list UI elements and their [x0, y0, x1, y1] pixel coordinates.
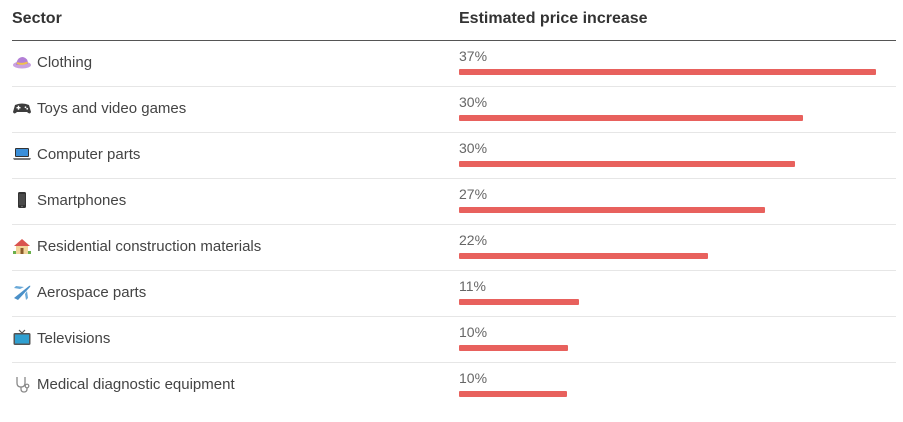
sector-cell: Residential construction materials [12, 237, 261, 255]
table-row: Residential construction materials 22% [12, 225, 896, 271]
table-row: Smartphones 27% [12, 179, 896, 225]
bar-track [459, 69, 899, 75]
bar-track [459, 345, 899, 351]
airplane-icon [12, 283, 32, 301]
table-row: Televisions 10% [12, 317, 896, 363]
sector-name: Medical diagnostic equipment [37, 375, 235, 393]
bar-track [459, 391, 899, 397]
data-label: 37% [459, 48, 488, 64]
sector-cell: Clothing [12, 53, 92, 71]
data-label: 11% [459, 278, 486, 294]
sector-cell: Smartphones [12, 191, 126, 209]
sector-cell: Toys and video games [12, 99, 186, 117]
sector-name: Televisions [37, 329, 111, 347]
data-label: 10% [459, 370, 488, 386]
data-label: 10% [459, 324, 488, 340]
sector-cell: Computer parts [12, 145, 140, 163]
sector-name: Residential construction materials [37, 237, 262, 255]
sector-name: Aerospace parts [37, 283, 147, 301]
bar [459, 345, 569, 351]
table-row: Aerospace parts 11% [12, 271, 896, 317]
sector-name: Clothing [37, 53, 93, 71]
sector-name: Computer parts [37, 145, 141, 163]
bar [459, 161, 796, 167]
stethoscope-icon [12, 375, 32, 393]
data-label: 27% [459, 186, 488, 202]
bar [459, 207, 765, 213]
house-icon [12, 237, 32, 255]
bar-track [459, 253, 899, 259]
data-label: 30% [459, 140, 488, 156]
bar [459, 391, 568, 397]
bar-track [459, 207, 899, 213]
bar-track [459, 299, 899, 305]
bar [459, 69, 877, 75]
smartphone-icon [12, 191, 32, 209]
bar [459, 253, 709, 259]
table-body: Clothing 37% Toys and video games 30% Comput… [12, 41, 896, 408]
hat-icon [12, 53, 32, 71]
table-row: Clothing 37% [12, 41, 896, 87]
table-row: Computer parts 30% [12, 133, 896, 179]
table-header: Sector Estimated price increase [12, 0, 896, 41]
gamepad-icon [12, 99, 32, 117]
laptop-icon [12, 145, 32, 163]
sector-cell: Televisions [12, 329, 110, 347]
bar-track [459, 115, 899, 121]
data-label: 22% [459, 232, 488, 248]
price-increase-table: Sector Estimated price increase Clothing… [12, 0, 896, 408]
sector-cell: Medical diagnostic equipment [12, 375, 235, 393]
bar [459, 115, 804, 121]
price-increase-column-header: Estimated price increase [459, 10, 648, 27]
table-row: Medical diagnostic equipment 10% [12, 363, 896, 408]
sector-name: Smartphones [37, 191, 127, 209]
sector-column-header: Sector [12, 10, 62, 27]
sector-name: Toys and video games [37, 99, 187, 117]
bar-track [459, 161, 899, 167]
bar [459, 299, 579, 305]
data-label: 30% [459, 94, 488, 110]
table-row: Toys and video games 30% [12, 87, 896, 133]
television-icon [12, 329, 32, 347]
sector-cell: Aerospace parts [12, 283, 146, 301]
